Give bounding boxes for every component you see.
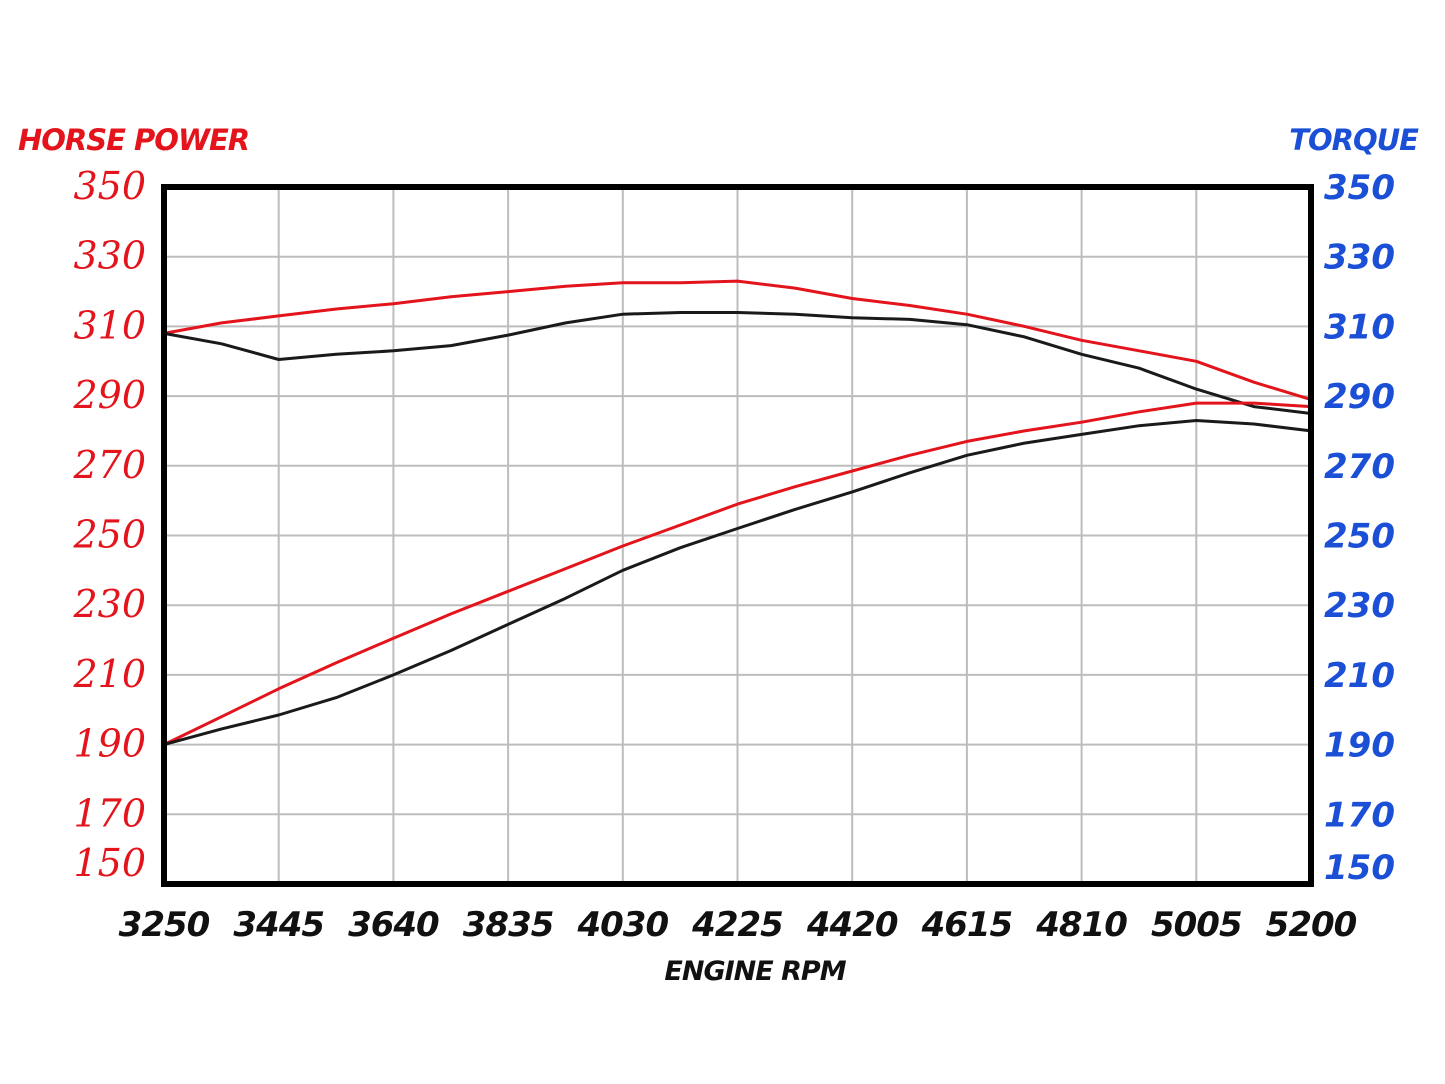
left-tick-label: 330 xyxy=(73,234,146,278)
left-axis-ticks: 350 330 310 290 270 250 230 210 190 170 150 xyxy=(72,164,146,885)
left-tick-label: 170 xyxy=(73,791,146,835)
left-axis-title: HORSE POWER xyxy=(18,123,249,157)
right-tick-label: 310 xyxy=(1324,307,1395,347)
right-axis-title: TORQUE xyxy=(1289,123,1419,157)
series-line-red-3 xyxy=(162,401,1313,747)
right-tick-label: 250 xyxy=(1324,517,1395,557)
right-tick-label: 330 xyxy=(1324,238,1395,278)
plot-frame xyxy=(161,184,1314,887)
right-tick-label: 290 xyxy=(1324,377,1395,417)
x-tick-label: 3640 xyxy=(348,905,439,945)
x-tick-label: 3835 xyxy=(463,905,554,945)
series-lines xyxy=(162,279,1313,747)
x-tick-label: 4030 xyxy=(576,905,668,945)
left-tick-label: 290 xyxy=(72,373,146,417)
right-tick-label: 230 xyxy=(1324,586,1395,626)
left-tick-label: 150 xyxy=(73,841,146,885)
gridlines xyxy=(164,187,1311,884)
series-line-black-4 xyxy=(162,419,1313,747)
left-tick-label: 210 xyxy=(72,652,146,696)
x-axis-ticks: 3250 3445 3640 3835 4030 4225 4420 4615 4810 5005… xyxy=(119,905,1358,945)
x-tick-label: 5200 xyxy=(1266,905,1357,945)
right-tick-label: 190 xyxy=(1324,726,1395,766)
left-tick-label: 350 xyxy=(73,164,146,208)
x-axis-title: ENGINE RPM xyxy=(664,956,846,987)
right-tick-label: 350 xyxy=(1324,168,1395,208)
right-axis-ticks: 350 330 310 290 270 250 230 210 190 170 150 xyxy=(1324,168,1395,888)
series-line-black-2 xyxy=(162,311,1313,415)
right-tick-label: 150 xyxy=(1324,848,1395,888)
x-tick-label: 4420 xyxy=(806,905,898,945)
left-tick-label: 250 xyxy=(72,513,146,557)
x-tick-label: 4615 xyxy=(921,905,1013,945)
x-tick-label: 3250 xyxy=(119,905,210,945)
left-tick-label: 230 xyxy=(72,582,146,626)
left-tick-label: 190 xyxy=(73,722,146,766)
right-tick-label: 270 xyxy=(1324,447,1395,487)
left-tick-label: 310 xyxy=(73,303,146,347)
left-tick-label: 270 xyxy=(72,443,146,487)
x-tick-label: 3445 xyxy=(233,905,324,945)
right-tick-label: 210 xyxy=(1324,656,1395,696)
x-tick-label: 5005 xyxy=(1151,905,1242,945)
series-line-red-1 xyxy=(162,279,1313,402)
right-tick-label: 170 xyxy=(1324,795,1395,835)
x-tick-label: 4810 xyxy=(1035,905,1127,945)
x-tick-label: 4225 xyxy=(691,905,783,945)
